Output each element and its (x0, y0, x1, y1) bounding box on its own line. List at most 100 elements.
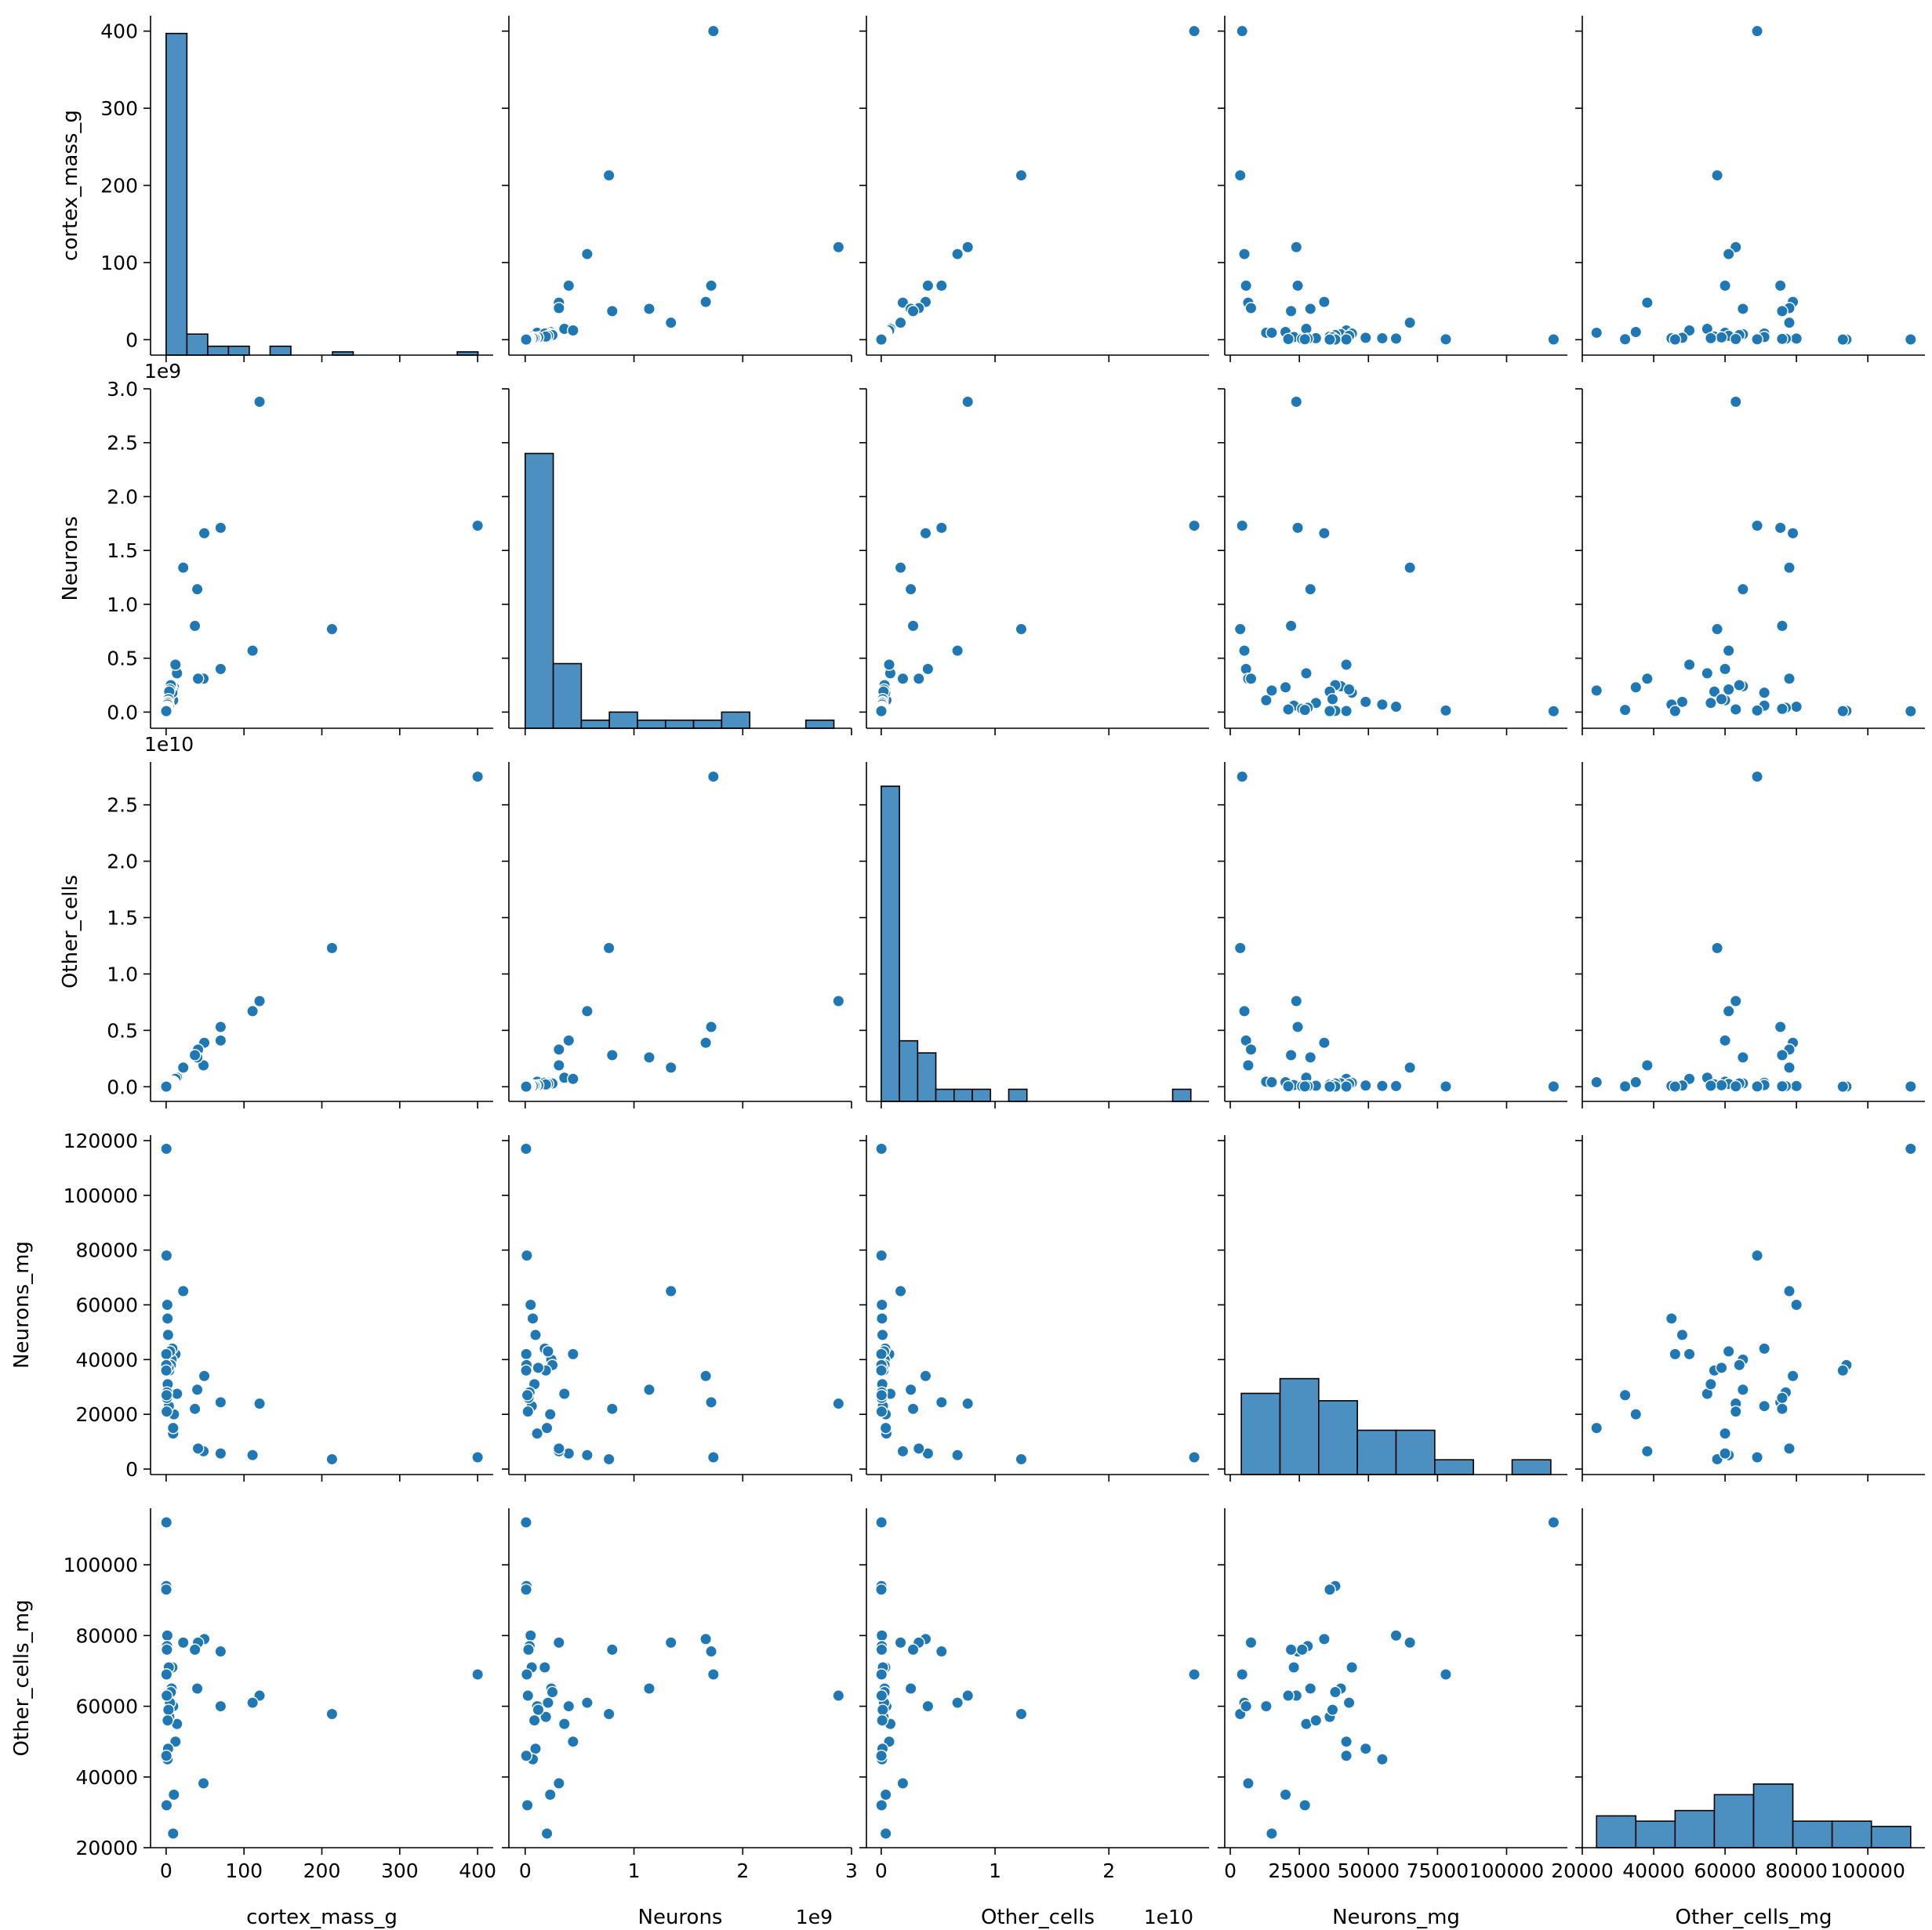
scatter-point (253, 1397, 266, 1410)
y-tick-label: 60000 (75, 1696, 138, 1718)
panel-cortex_mass_g-vs-Other_cells_mg (1575, 16, 1925, 362)
scatter-point (1340, 1735, 1353, 1748)
scatter-point (906, 1643, 920, 1656)
scatter-point (894, 561, 907, 575)
scatter-point (1238, 248, 1251, 260)
panel-Other_cells_mg-vs-Other_cells_mg: 20000 40000 60000 80000 100000 (1551, 1508, 1925, 1882)
scatter-point (1440, 1668, 1452, 1681)
histogram-bar (227, 345, 250, 356)
scatter-point (699, 1370, 713, 1383)
scatter-point (521, 1689, 535, 1702)
scatter-point (1776, 702, 1789, 716)
scatter-point (214, 662, 227, 676)
scatter-point (1244, 302, 1258, 314)
panel-cortex_mass_g-vs-Other_cells (859, 16, 1209, 362)
scatter-point (961, 241, 975, 254)
scatter-point (1282, 332, 1295, 346)
y-tick-label: 1.5 (107, 907, 138, 930)
scatter-point (557, 1718, 571, 1731)
scatter-point (605, 305, 619, 317)
histogram-bar (165, 32, 188, 356)
scatter-point (605, 1402, 619, 1416)
scatter-point (167, 1788, 180, 1801)
scatter-point (246, 1696, 260, 1709)
scatter-point (1342, 683, 1356, 696)
scatter-point (875, 1583, 888, 1596)
scatter-point (538, 1661, 551, 1674)
scatter-point (1751, 1249, 1763, 1262)
x-axis-label: Other_cells_mg (1676, 1906, 1832, 1929)
scatter-point (1240, 279, 1253, 292)
scatter-point (188, 619, 202, 633)
scatter-point (1236, 1668, 1249, 1681)
scatter-point (664, 1285, 677, 1297)
scatter-point (1758, 1399, 1771, 1413)
scatter-point (1375, 698, 1389, 711)
scatter-point (875, 1668, 888, 1681)
scatter-point (961, 1689, 975, 1702)
scatter-point (1904, 333, 1917, 346)
scatter-point (1783, 1285, 1796, 1297)
panel-cortex_mass_g-vs-Neurons_mg (1218, 16, 1567, 362)
scatter-point (1359, 695, 1372, 709)
scatter-point (1751, 24, 1763, 38)
x-axis-label: Neurons (638, 1906, 723, 1929)
scatter-point (1904, 1142, 1917, 1155)
scatter-point (1729, 1079, 1742, 1093)
scatter-point (1291, 521, 1304, 535)
scatter-point (1836, 333, 1850, 346)
scatter-point (176, 1061, 190, 1074)
scatter-point (875, 1689, 888, 1702)
scatter-point (602, 941, 616, 955)
scatter-point (1776, 1049, 1789, 1061)
scatter-point (542, 1696, 554, 1709)
scatter-point (160, 1364, 172, 1377)
panel-Neurons-vs-cortex_mass_g: 0.0 0.5 1.0 1.5 2.0 2.5 3.0 (107, 378, 493, 735)
histogram-bar (881, 785, 900, 1102)
scatter-point (1719, 279, 1731, 292)
scatter-point (1304, 1050, 1317, 1064)
scatter-point (896, 1777, 910, 1790)
scatter-point (552, 1777, 565, 1790)
scatter-point (1776, 619, 1789, 633)
scatter-point (562, 1700, 576, 1713)
scatter-point (879, 1421, 892, 1435)
scatter-point (1375, 1079, 1389, 1093)
scatter-point (605, 1643, 619, 1656)
scatter-point (520, 1249, 533, 1262)
scatter-point (1669, 1080, 1682, 1093)
scatter-point (1291, 1021, 1304, 1033)
scatter-point (532, 1703, 545, 1716)
scatter-point (1711, 169, 1723, 182)
scatter-point (875, 1388, 888, 1402)
scatter-point (1836, 705, 1850, 718)
y-tick-label: 80000 (75, 1624, 138, 1647)
scatter-point (1719, 1034, 1731, 1047)
scatter-point (879, 1827, 892, 1840)
scatter-point (1317, 1632, 1331, 1645)
scatter-point (161, 1312, 174, 1325)
scatter-point (166, 1421, 180, 1435)
scatter-point (520, 1668, 533, 1681)
scatter-point (1719, 1447, 1731, 1460)
scatter-point (699, 296, 713, 308)
scatter-point (1733, 1359, 1746, 1372)
scatter-point (1238, 644, 1251, 657)
scatter-point (875, 1312, 888, 1325)
scatter-point (643, 1050, 656, 1064)
scatter-point (1669, 333, 1682, 346)
scatter-point (1244, 1636, 1258, 1649)
scatter-point (1774, 279, 1787, 292)
scatter-point (1640, 296, 1654, 309)
scatter-point (832, 241, 845, 254)
scatter-point (557, 1388, 571, 1400)
scatter-point (1790, 1079, 1803, 1093)
scatter-point (1295, 1643, 1309, 1656)
scatter-point (1783, 561, 1796, 575)
scatter-point (1751, 1080, 1763, 1093)
histogram-bar (1008, 1088, 1028, 1102)
scatter-point (1629, 1076, 1643, 1089)
scatter-point (540, 1421, 554, 1435)
scatter-point (906, 305, 920, 317)
scatter-point (1015, 1453, 1028, 1466)
